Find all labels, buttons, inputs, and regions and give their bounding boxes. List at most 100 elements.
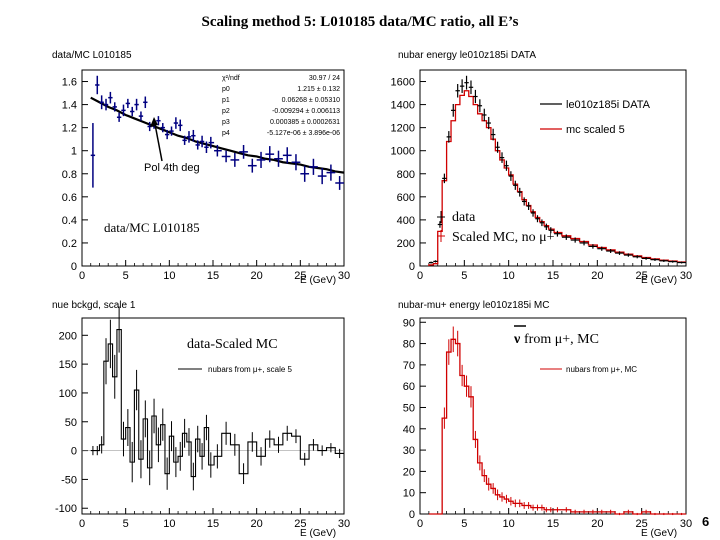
energy-data-point: [482, 108, 487, 122]
nu-symbol: ν: [513, 332, 521, 347]
muplus-ytick-label: 10: [403, 488, 415, 500]
energy-data-point: [526, 202, 531, 210]
ratio-data-point: [99, 95, 104, 110]
energy-ytick-label: 1400: [391, 100, 415, 112]
background-ytick-label: 100: [59, 388, 77, 400]
ratio-data-point: [173, 117, 179, 129]
background-xtick-label: 5: [123, 518, 129, 530]
ratio-ytick-label: 0.8: [62, 169, 77, 181]
energy-data-point: [677, 261, 686, 264]
ratio-data-point: [116, 112, 122, 122]
energy-xtick-label: 30: [680, 270, 692, 282]
ratio-data-point: [204, 141, 209, 154]
energy-data-point: [650, 258, 660, 261]
ratio-data-point: [195, 140, 200, 150]
energy-ytick-label: 800: [397, 169, 415, 181]
ratio-data-point: [160, 123, 165, 133]
energy-data-point: [468, 80, 474, 95]
energy-data-point: [570, 237, 580, 243]
muplus-legend: nubars from μ+, MC: [540, 365, 637, 374]
energy-data-point: [659, 259, 669, 262]
energy-data-point: [473, 89, 478, 104]
muplus-panel: nubar-mu+ energy le010z185i MC 0 5 10 15 20 2…: [398, 300, 692, 539]
energy-ytick-label: 400: [397, 215, 415, 227]
energy-annot-line1: data: [452, 210, 476, 225]
background-ytick-label: 50: [65, 417, 77, 429]
muplus-ytick-label: 40: [403, 424, 415, 436]
ratio-data-point: [178, 119, 183, 132]
ratio-data-point: [326, 164, 336, 181]
stats-value: 1.215 ± 0.132: [297, 86, 340, 93]
energy-panel: nubar energy le010z185i DATA 0 5 10 15 20 25 3…: [391, 50, 693, 286]
background-xtick-label: 20: [251, 518, 263, 530]
energy-xtick-label: 5: [461, 270, 467, 282]
muplus-xtick-label: 15: [547, 518, 559, 530]
energy-data-point: [554, 230, 562, 237]
ratio-data-point: [143, 96, 148, 109]
background-panel-title: nue bckgd, scale 1: [52, 300, 136, 311]
ratio-ytick-label: 1.4: [62, 100, 77, 112]
stats-name: p0: [222, 86, 230, 93]
ratio-data-point: [169, 126, 174, 136]
energy-data-point: [615, 251, 624, 255]
energy-data-point: [588, 244, 598, 249]
energy-data-point: [548, 227, 555, 234]
background-xtick-label: 30: [338, 518, 350, 530]
energy-data-point: [490, 128, 496, 141]
ratio-data-point: [230, 153, 240, 167]
energy-legend-data-label: le010z185i DATA: [566, 99, 651, 111]
background-xtick-label: 0: [79, 518, 85, 530]
background-histogram: [90, 328, 344, 478]
ratio-ytick-label: 0.2: [62, 238, 77, 250]
background-ytick-label: 150: [59, 359, 77, 371]
ratio-ytick-label: 0.6: [62, 192, 77, 204]
ratio-xtick-label: 5: [123, 270, 129, 282]
ratio-data-point: [256, 151, 266, 168]
energy-legend: le010z185i DATA mc scaled 5: [540, 99, 651, 136]
ratio-ytick-label: 1.2: [62, 123, 77, 135]
energy-mc-histogram: [428, 90, 686, 266]
energy-ytick-label: 0: [409, 261, 415, 273]
energy-xtick-label: 10: [503, 270, 515, 282]
ratio-data-point: [130, 106, 135, 117]
ratio-data-point: [125, 98, 131, 109]
energy-ytick-label: 1600: [391, 77, 415, 89]
stats-name: p2: [222, 108, 230, 115]
muplus-xtick-label: 20: [591, 518, 603, 530]
stats-value: -5.127e-06 ± 3.896e-06: [267, 130, 340, 137]
background-plot-frame: [81, 317, 345, 515]
ratio-x-axis-label: E (GeV): [300, 275, 336, 286]
muplus-xtick-label: 30: [680, 518, 692, 530]
energy-data-point: [517, 187, 522, 197]
ratio-data-point: [247, 158, 257, 173]
stats-name: χ²/ndf: [222, 75, 240, 82]
energy-data-point: [499, 152, 505, 163]
energy-data-point: [504, 160, 509, 171]
ratio-data-point: [335, 176, 344, 190]
muplus-ytick-label: 90: [403, 317, 415, 329]
energy-xtick-label: 15: [547, 270, 559, 282]
energy-data-point: [513, 180, 518, 190]
energy-x-axis-label: E (GeV): [641, 275, 677, 286]
ratio-data-point: [156, 116, 161, 126]
background-ytick-label: 0: [71, 446, 77, 458]
ratio-data-point: [291, 154, 301, 171]
energy-data-point: [477, 99, 483, 113]
ratio-ytick-label: 0.4: [62, 215, 77, 227]
energy-data-point: [495, 141, 500, 153]
energy-plot-frame: [419, 69, 687, 267]
ratio-data-point: [95, 75, 100, 95]
energy-data-point: [459, 79, 465, 93]
ratio-data-point: [199, 135, 205, 148]
ratio-data-point: [186, 131, 192, 143]
ratio-xtick-label: 25: [294, 270, 306, 282]
muplus-plot-frame: [419, 317, 687, 515]
ratio-panel-title: data/MC L010185: [52, 50, 132, 61]
energy-data-point: [508, 171, 514, 181]
energy-data-point: [606, 249, 616, 253]
ratio-stats-box: χ²/ndf 30.97 / 24 p0 1.215 ± 0.132 p1 0.06268…: [218, 71, 343, 145]
stats-name: p4: [222, 130, 230, 137]
ratio-ytick-label: 1: [71, 146, 77, 158]
energy-data-point: [641, 256, 651, 260]
